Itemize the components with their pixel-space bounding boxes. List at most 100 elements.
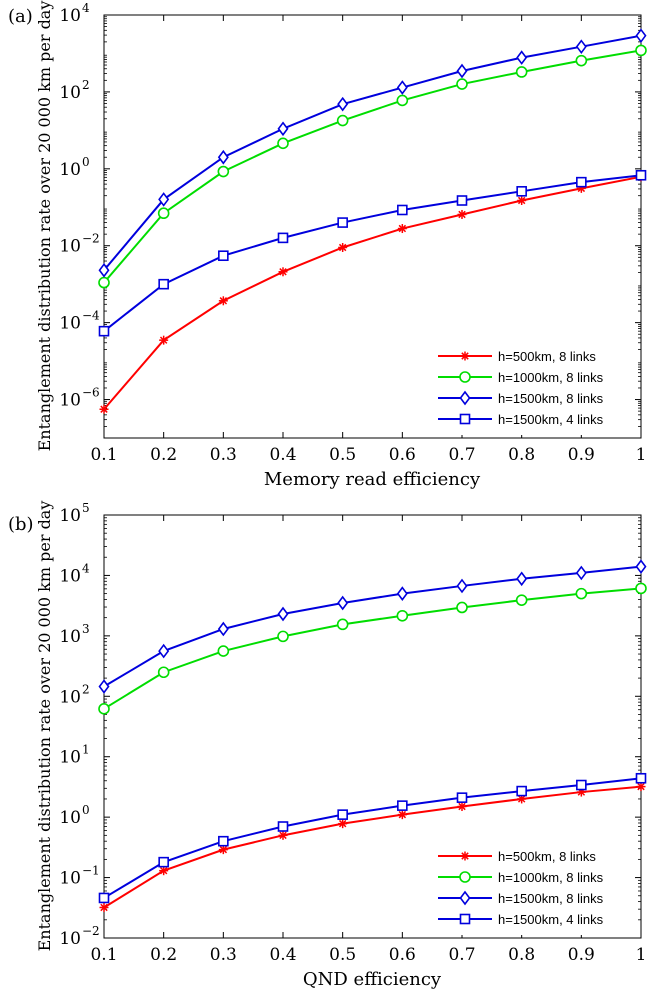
data-point (159, 866, 168, 875)
series-square (98, 169, 647, 337)
y-tick-label: 10 (59, 808, 81, 828)
data-point (516, 571, 528, 587)
legend-label: h=1500km, 4 links (498, 912, 604, 927)
chart-panel: 0.1 0.2 0.3 0.4 0.5 0.6 0.7 0.8 0.9 110−210−110 01… (8, 501, 647, 990)
data-point (456, 601, 468, 614)
x-tick-label: 0.7 (448, 945, 475, 965)
y-axis-title: Entanglement distribution rate over 20 0… (35, 501, 54, 952)
data-point (277, 821, 289, 832)
data-point (396, 80, 408, 95)
data-point (456, 63, 468, 79)
legend-marker (461, 352, 469, 360)
x-tick-label: 0.8 (508, 945, 535, 965)
y-tick-exponent: 5 (82, 501, 90, 515)
data-point (219, 845, 228, 854)
series-circle (98, 582, 647, 715)
x-tick-label: 0.1 (90, 445, 117, 465)
data-point (576, 176, 587, 188)
legend-label: h=1000km, 8 links (498, 870, 604, 885)
series-line (103, 49, 642, 284)
data-point (516, 186, 527, 197)
legend-marker (459, 413, 471, 425)
x-axis-title: Memory read efficiency (264, 469, 481, 490)
x-tick-label: 0.6 (389, 945, 416, 965)
data-point (277, 137, 289, 150)
x-tick-label: 0.5 (329, 445, 356, 465)
x-tick-label: 0.4 (269, 945, 296, 965)
data-point (337, 595, 349, 611)
x-tick-label: 0.3 (210, 445, 237, 465)
legend-label: h=1500km, 8 links (498, 391, 604, 406)
y-tick-exponent: −6 (82, 386, 100, 400)
data-point (158, 192, 170, 207)
y-tick-base: 10 (59, 808, 81, 828)
data-point (337, 217, 348, 228)
y-tick-base: 10 (59, 748, 81, 768)
x-tick-label: 0.8 (508, 445, 535, 465)
x-tick-label: 1 (636, 445, 647, 465)
data-point (157, 666, 170, 679)
data-point (98, 892, 110, 904)
y-tick-exponent: −1 (82, 864, 100, 878)
data-point (338, 819, 347, 828)
data-point (396, 586, 408, 601)
y-tick-label: 10 (59, 566, 81, 586)
data-point (575, 587, 588, 600)
y-tick-label: 10 (59, 687, 81, 707)
data-point (158, 856, 169, 868)
x-tick-label: 0.9 (568, 945, 595, 965)
y-tick-base: 10 (59, 687, 81, 707)
y-tick-label: 10 (59, 869, 81, 889)
y-tick-exponent: 2 (82, 682, 90, 696)
series-line (103, 587, 642, 710)
data-point (98, 325, 110, 337)
y-tick-label: 10 (59, 627, 81, 647)
legend-label: h=500km, 8 links (498, 349, 596, 364)
x-tick-label: 0.9 (568, 445, 595, 465)
x-axis-title: QND efficiency (303, 969, 442, 990)
y-tick-label: 10 (59, 160, 81, 180)
y-tick-base: 10 (59, 314, 81, 334)
data-point (277, 630, 289, 643)
legend-marker (461, 852, 469, 860)
data-point (279, 831, 287, 840)
data-point (98, 703, 110, 715)
data-point (637, 782, 645, 791)
x-tick-label: 0.3 (210, 945, 237, 965)
data-point (576, 779, 587, 791)
y-tick-base: 10 (59, 929, 81, 949)
y-tick-label: 10 (59, 314, 81, 334)
data-point (277, 606, 289, 622)
data-point (635, 582, 647, 595)
y-tick-base: 10 (59, 6, 81, 26)
y-tick-base: 10 (59, 160, 81, 180)
data-point (218, 835, 229, 847)
data-point (217, 165, 230, 178)
data-point (338, 243, 347, 252)
data-point (635, 772, 647, 784)
y-tick-exponent: 2 (82, 78, 90, 92)
y-tick-exponent: 1 (82, 743, 90, 757)
x-tick-label: 0.4 (269, 445, 296, 465)
y-tick-base: 10 (59, 566, 81, 586)
legend: h=500km, 8 links h=1000km, 8 links h=1500k… (434, 843, 634, 935)
series-star (99, 782, 646, 912)
data-point (458, 210, 466, 219)
data-point (635, 28, 647, 44)
data-point (635, 169, 647, 181)
y-axis-title: Entanglement distribution rate over 20 0… (35, 1, 54, 452)
x-tick-label: 0.2 (150, 445, 177, 465)
legend-label: h=1500km, 4 links (498, 412, 604, 427)
legend-label: h=500km, 8 links (498, 849, 596, 864)
series-line (103, 175, 642, 410)
data-point (575, 54, 588, 67)
data-point (575, 39, 587, 55)
data-point (158, 278, 169, 290)
y-tick-exponent: 4 (82, 561, 90, 575)
legend-marker (459, 913, 471, 925)
series-line (103, 174, 642, 332)
data-point (336, 618, 349, 631)
legend-marker (459, 371, 471, 383)
series-line (103, 34, 642, 271)
data-point (456, 78, 468, 90)
